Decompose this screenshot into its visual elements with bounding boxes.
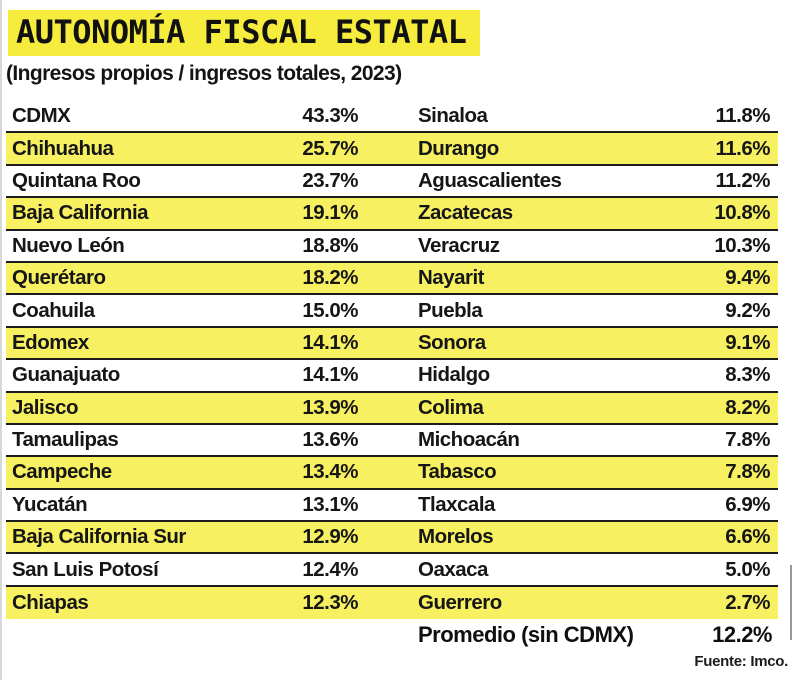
state-value: 13.6%	[302, 428, 358, 452]
state-value: 2.7%	[725, 591, 770, 615]
state-value: 6.6%	[725, 525, 770, 549]
table-row: Chiapas 12.3% Guerrero 2.7%	[6, 586, 778, 620]
state-value: 14.1%	[302, 330, 358, 354]
state-name: Jalisco	[12, 395, 79, 419]
states-table: CDMX 43.3% Sinaloa 11.8% Chihuahua 25.7% Duran…	[6, 101, 778, 620]
state-value: 9.2%	[725, 298, 770, 322]
state-value: 11.2%	[715, 168, 771, 192]
table-row: Nuevo León 18.8% Veracruz 10.3%	[6, 230, 778, 263]
state-name: Zacatecas	[418, 201, 513, 225]
table-row: Baja California Sur 12.9% Morelos 6.6%	[6, 522, 778, 555]
state-name: Guerrero	[418, 591, 502, 615]
state-name: Tamaulipas	[12, 428, 119, 452]
table-row: San Luis Potosí 12.4% Oaxaca 5.0%	[6, 554, 778, 587]
state-value: 9.1%	[725, 330, 770, 354]
state-name: Baja California Sur	[12, 525, 186, 549]
state-name: Hidalgo	[418, 363, 490, 387]
state-value: 8.2%	[725, 395, 770, 419]
table-row: Edomex 14.1% Sonora 9.1%	[6, 327, 778, 361]
state-name: Campeche	[12, 460, 112, 484]
table-row: Tamaulipas 13.6% Michoacán 7.8%	[6, 424, 778, 458]
state-name: Colima	[418, 395, 484, 419]
state-value: 9.4%	[725, 266, 770, 290]
state-name: Nuevo León	[12, 233, 125, 257]
table-row: Chihuahua 25.7% Durango 11.6%	[6, 133, 778, 166]
state-value: 13.4%	[302, 460, 358, 484]
state-value: 10.8%	[714, 201, 770, 225]
state-value: 18.8%	[302, 233, 358, 257]
state-name: Chihuahua	[12, 136, 114, 160]
state-name: San Luis Potosí	[12, 557, 159, 581]
summary-value: 12.2%	[712, 622, 772, 647]
state-name: Guanajuato	[12, 363, 120, 387]
state-name: Tlaxcala	[418, 492, 495, 516]
state-value: 11.6%	[715, 136, 771, 160]
state-name: Yucatán	[12, 492, 88, 516]
state-name: Oaxaca	[418, 557, 488, 581]
state-name: Nayarit	[418, 266, 485, 290]
state-value: 18.2%	[302, 266, 358, 290]
table-row: Querétaro 18.2% Nayarit 9.4%	[6, 262, 778, 296]
table-row: Jalisco 13.9% Colima 8.2%	[6, 392, 778, 425]
state-value: 11.8%	[715, 104, 771, 128]
state-value: 12.4%	[302, 557, 358, 581]
state-name: CDMX	[12, 104, 71, 128]
state-name: Chiapas	[12, 591, 89, 615]
table-row: Campeche 13.4% Tabasco 7.8%	[6, 457, 778, 490]
state-value: 8.3%	[725, 363, 770, 387]
table-row: Baja California 19.1% Zacatecas 10.8%	[6, 198, 778, 231]
state-name: Aguascalientes	[418, 168, 562, 192]
table-row: Yucatán 13.1% Tlaxcala 6.9%	[6, 489, 778, 523]
state-value: 12.3%	[302, 591, 358, 615]
table-row: CDMX 43.3% Sinaloa 11.8%	[6, 101, 778, 134]
state-name: Baja California	[12, 201, 149, 225]
table-row: Coahuila 15.0% Puebla 9.2%	[6, 295, 778, 328]
state-value: 43.3%	[302, 104, 358, 128]
state-name: Sonora	[418, 330, 486, 354]
state-name: Coahuila	[12, 298, 95, 322]
state-name: Morelos	[418, 525, 494, 549]
state-value: 7.8%	[725, 428, 770, 452]
state-value: 15.0%	[302, 298, 358, 322]
state-value: 5.0%	[725, 557, 770, 581]
state-value: 14.1%	[302, 363, 358, 387]
state-value: 13.1%	[302, 492, 358, 516]
state-name: Michoacán	[418, 428, 520, 452]
summary-row: Promedio (sin CDMX) 12.2%	[418, 622, 772, 648]
state-value: 25.7%	[302, 136, 358, 160]
state-value: 19.1%	[302, 201, 358, 225]
state-name: Edomex	[12, 330, 89, 354]
state-value: 23.7%	[302, 168, 358, 192]
state-name: Sinaloa	[418, 104, 488, 128]
title-highlight-box: AUTONOMÍA FISCAL ESTATAL	[8, 10, 481, 56]
state-value: 10.3%	[714, 233, 770, 257]
state-name: Veracruz	[418, 233, 500, 257]
state-value: 13.9%	[302, 395, 358, 419]
source-credit: Fuente: Imco.	[694, 653, 788, 670]
state-value: 12.9%	[302, 525, 358, 549]
table-row: Guanajuato 14.1% Hidalgo 8.3%	[6, 360, 778, 393]
state-value: 6.9%	[725, 492, 770, 516]
summary-label: Promedio (sin CDMX)	[418, 622, 634, 647]
state-name: Quintana Roo	[12, 168, 141, 192]
state-value: 7.8%	[725, 460, 770, 484]
table-row: Quintana Roo 23.7% Aguascalientes 11.2%	[6, 165, 778, 199]
state-name: Puebla	[418, 298, 483, 322]
page-subtitle: (Ingresos propios / ingresos totales, 20…	[6, 62, 402, 85]
page-title: AUTONOMÍA FISCAL ESTATAL	[16, 13, 467, 51]
state-name: Tabasco	[418, 460, 497, 484]
state-name: Durango	[418, 136, 499, 160]
state-name: Querétaro	[12, 266, 106, 290]
